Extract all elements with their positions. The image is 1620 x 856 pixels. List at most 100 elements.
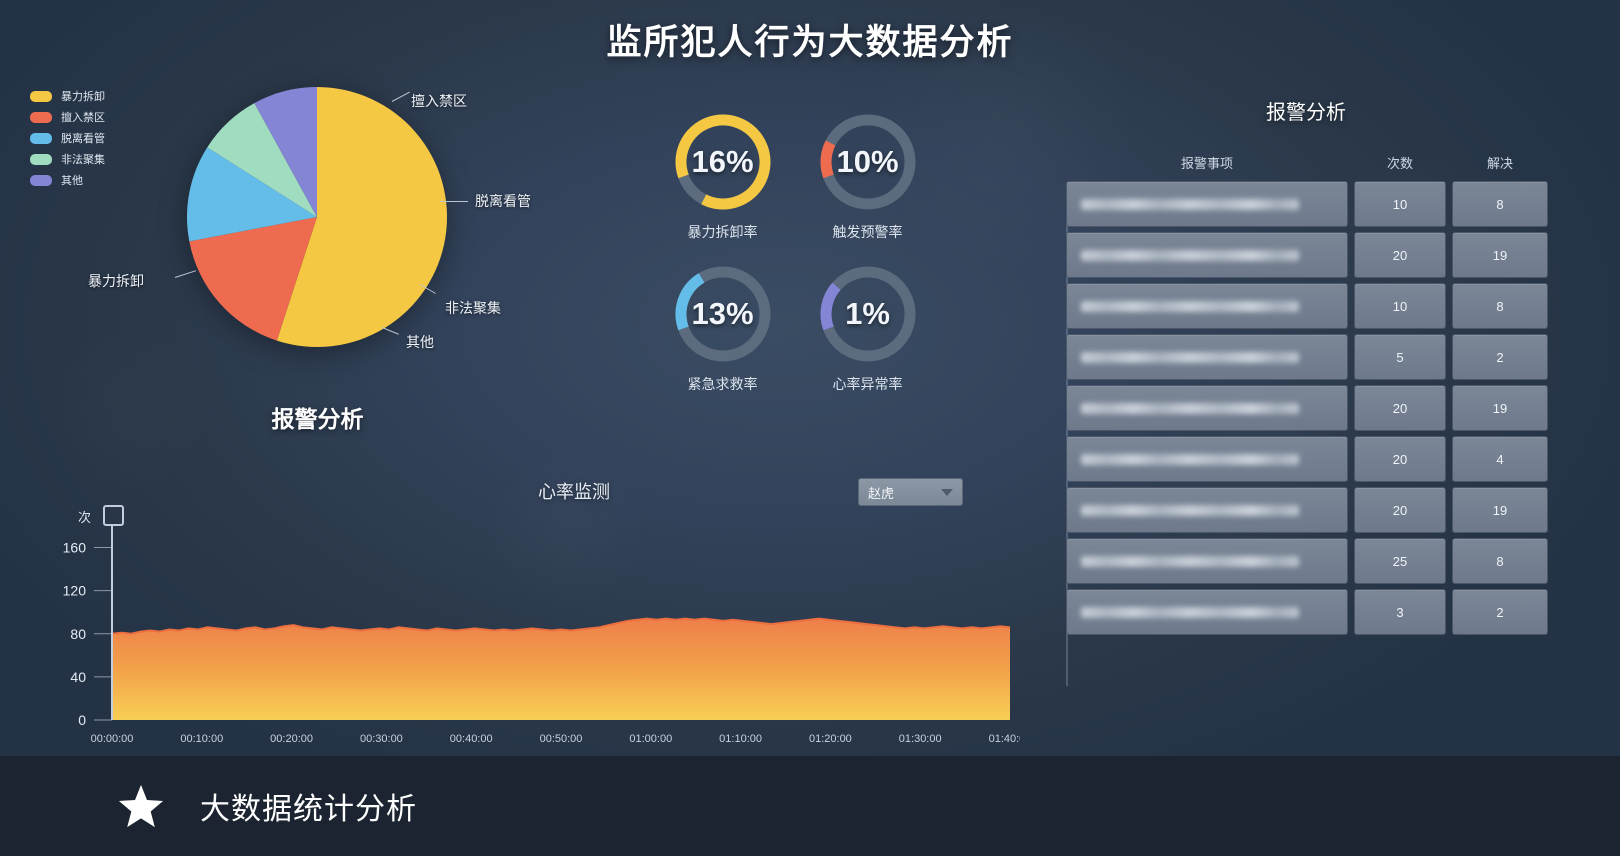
table-row[interactable]: 20 19	[1066, 385, 1548, 431]
axis-handle[interactable]	[103, 505, 124, 526]
table-row[interactable]: 20 4	[1066, 436, 1548, 482]
x-axis-tick-label: 01:10:00	[719, 733, 762, 745]
table-row[interactable]: 10 8	[1066, 181, 1548, 227]
legend-swatch	[30, 153, 52, 165]
heart-rate-line-path	[111, 617, 1011, 635]
legend-swatch	[30, 132, 52, 144]
heart-rate-area-chart: 0 40 80 120 160 次 00:00:00 00:10:00 00:20:00 00…	[0, 498, 1020, 758]
pie-slice[interactable]	[207, 103, 317, 217]
y-axis-unit: 次	[78, 510, 91, 525]
alarm-type-pie-chart	[185, 85, 450, 350]
table-row[interactable]: 20 19	[1066, 232, 1548, 278]
pie-label-escape-supervision: 脱离看管	[475, 193, 531, 209]
x-axis-tick-label: 01:30:00	[899, 733, 942, 745]
alarm-count-cell: 10	[1354, 283, 1446, 329]
gauge-label: 暴力拆卸率	[687, 224, 758, 240]
alarm-resolved-cell: 19	[1452, 232, 1548, 278]
alarm-count-cell: 20	[1354, 487, 1446, 533]
legend-item[interactable]: 其他	[30, 170, 105, 190]
alarm-count-cell: 20	[1354, 385, 1446, 431]
pie-chart-caption: 报警分析	[271, 406, 364, 432]
gauge-ring: 1%	[816, 262, 920, 366]
footer-bar: 大数据统计分析	[0, 756, 1620, 856]
alarm-resolved-cell: 2	[1452, 334, 1548, 380]
alarm-count-cell: 20	[1354, 232, 1446, 278]
alarm-resolved-cell: 4	[1452, 436, 1548, 482]
legend-item[interactable]: 暴力拆卸	[30, 86, 105, 106]
x-axis-tick-label: 00:20:00	[270, 733, 313, 745]
gauge-value: 16%	[691, 144, 754, 179]
alarm-count-cell: 10	[1354, 181, 1446, 227]
pie-slice[interactable]	[187, 147, 317, 242]
gauge-svg	[675, 266, 770, 362]
alarm-count-cell: 25	[1354, 538, 1446, 584]
alarm-event-cell	[1066, 538, 1348, 584]
redacted-text	[1081, 351, 1299, 363]
gauge-progress	[675, 266, 770, 362]
legend-swatch	[30, 111, 52, 123]
alarm-resolved-cell: 19	[1452, 487, 1548, 533]
alarm-event-cell	[1066, 487, 1348, 533]
alarm-analysis-panel: 报警分析 报警事项 次数 解决 10 8 20 19 10 8 5 2 20 19 20 4 20 19 2…	[1066, 96, 1548, 640]
gauge: 10% 触发预警率	[795, 110, 940, 242]
alarm-count-cell: 3	[1354, 589, 1446, 635]
redacted-text	[1081, 504, 1299, 516]
x-axis-tick-label: 00:40:00	[450, 733, 493, 745]
pie-slice[interactable]	[276, 87, 448, 347]
x-axis-tick-label: 01:00:00	[629, 733, 672, 745]
gauge-ring: 16%	[671, 110, 775, 214]
heart-rate-area-path	[112, 618, 1010, 720]
gauge-value: 10%	[836, 144, 899, 179]
redacted-text	[1081, 453, 1299, 465]
gauge-label: 触发预警率	[832, 224, 903, 240]
gauge-ring: 10%	[816, 110, 920, 214]
alarm-resolved-cell: 8	[1452, 283, 1548, 329]
gauge: 1% 心率异常率	[795, 262, 940, 394]
gauge-progress	[820, 266, 915, 362]
alarm-event-cell	[1066, 334, 1348, 380]
alarm-table-header: 报警事项 次数 解决	[1066, 153, 1546, 172]
legend-item[interactable]: 非法聚集	[30, 149, 105, 169]
alarm-event-cell	[1066, 283, 1348, 329]
gauge-ring: 13%	[671, 262, 775, 366]
gauge: 16% 暴力拆卸率	[650, 110, 795, 242]
alarm-event-cell	[1066, 589, 1348, 635]
gauge-label: 紧急求救率	[687, 376, 758, 392]
star-icon	[118, 784, 164, 828]
heart-rate-title: 心率监测	[538, 482, 610, 502]
pie-slice[interactable]	[189, 217, 317, 341]
table-row[interactable]: 25 8	[1066, 538, 1548, 584]
redacted-text	[1081, 555, 1299, 567]
legend-label: 其他	[61, 175, 83, 187]
y-axis-tick-label: 40	[70, 669, 86, 685]
footer-title: 大数据统计分析	[200, 793, 417, 826]
legend-swatch	[30, 174, 52, 186]
redacted-text	[1081, 300, 1299, 312]
x-axis-tick-label: 00:30:00	[360, 733, 403, 745]
pie-label-trespass: 擅入禁区	[411, 93, 467, 109]
x-axis-ticks: 00:00:00 00:10:00 00:20:00 00:30:00 00:40:00…	[91, 733, 1020, 745]
x-axis-tick-label: 00:50:00	[540, 733, 583, 745]
legend-item[interactable]: 擅入禁区	[30, 107, 105, 127]
person-select[interactable]: 赵虎	[858, 478, 963, 506]
x-axis-tick-label: 01:20:00	[809, 733, 852, 745]
alarm-column-event: 报警事项	[1180, 156, 1233, 171]
x-axis-tick-label: 00:00:00	[91, 733, 134, 745]
table-row[interactable]: 10 8	[1066, 283, 1548, 329]
gauge-value: 1%	[845, 296, 890, 331]
redacted-text	[1081, 198, 1299, 210]
redacted-text	[1081, 249, 1299, 261]
page-title: 监所犯人行为大数据分析	[606, 23, 1014, 62]
alarm-table-body: 10 8 20 19 10 8 5 2 20 19 20 4 20 19 25 8 3 2	[1066, 181, 1548, 635]
pie-slice[interactable]	[254, 87, 317, 217]
legend-item[interactable]: 脱离看管	[30, 128, 105, 148]
alarm-panel-title: 报警分析	[1266, 102, 1346, 124]
gauge-svg	[820, 266, 915, 362]
y-axis-tick-label: 120	[63, 583, 87, 599]
alarm-event-cell	[1066, 181, 1348, 227]
table-row[interactable]: 20 19	[1066, 487, 1548, 533]
pie-label-other: 其他	[406, 334, 434, 350]
